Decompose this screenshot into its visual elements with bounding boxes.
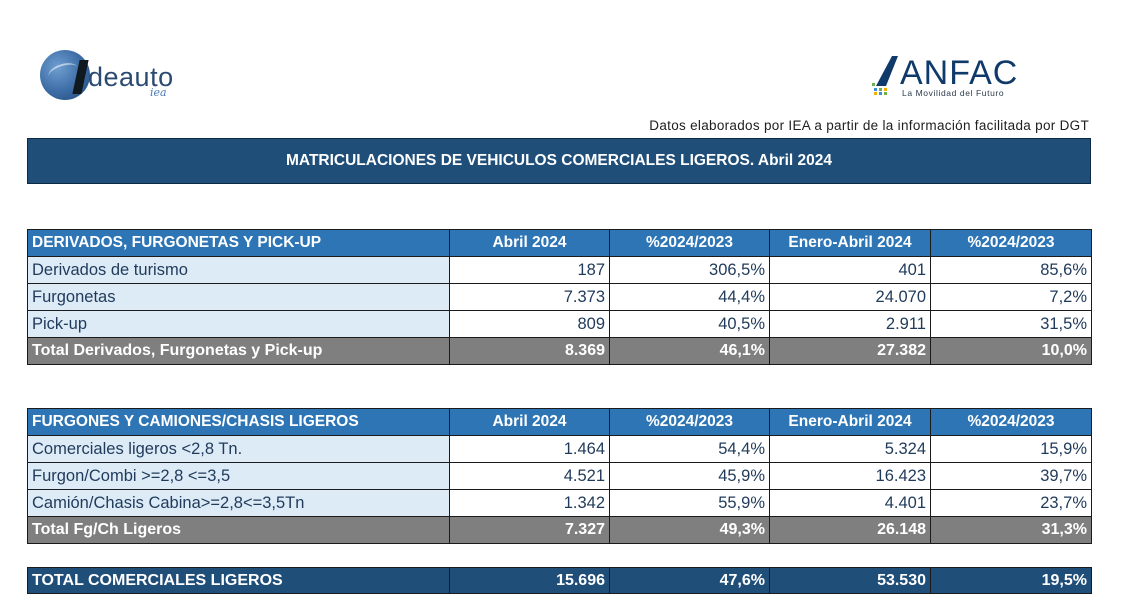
table-cell: 306,5% [609, 256, 770, 284]
page-title: MATRICULACIONES DE VEHICULOS COMERCIALES… [27, 138, 1091, 184]
table-row: Comerciales ligeros <2,8 Tn. 1.464 54,4%… [27, 435, 1092, 463]
table-row: Pick-up 809 40,5% 2.911 31,5% [27, 310, 1092, 338]
anfac-mark-icon [872, 56, 898, 95]
ideauto-logo-word: deauto [88, 62, 174, 92]
table-cell: 39,7% [930, 462, 1092, 490]
column-header: %2024/2023 [930, 229, 1092, 257]
table-cell: 7.373 [449, 283, 610, 311]
table-row: Derivados de turismo 187 306,5% 401 85,6… [27, 256, 1092, 284]
table-cell: 15,9% [930, 435, 1092, 463]
grand-total-cell: 53.530 [769, 567, 931, 594]
grand-total-row: TOTAL COMERCIALES LIGEROS 15.696 47,6% 5… [27, 567, 1092, 594]
total-row: Total Fg/Ch Ligeros 7.327 49,3% 26.148 3… [27, 516, 1092, 544]
row-label: Camión/Chasis Cabina>=2,8<=3,5Tn [27, 489, 450, 517]
column-header: Abril 2024 [449, 408, 610, 436]
table-cell: 16.423 [769, 462, 931, 490]
total-cell: 27.382 [769, 337, 931, 365]
table-cell: 5.324 [769, 435, 931, 463]
total-cell: 49,3% [609, 516, 770, 544]
column-header: %2024/2023 [930, 408, 1092, 436]
anfac-logo-word: ANFAC [900, 54, 1019, 92]
table-cell: 24.070 [769, 283, 931, 311]
table-cell: 44,4% [609, 283, 770, 311]
grand-total-label: TOTAL COMERCIALES LIGEROS [27, 567, 450, 594]
table-row: Furgon/Combi >=2,8 <=3,5 4.521 45,9% 16.… [27, 462, 1092, 490]
total-cell: 31,3% [930, 516, 1092, 544]
column-header: %2024/2023 [609, 229, 770, 257]
grand-total-cell: 47,6% [609, 567, 770, 594]
table-header-row: DERIVADOS, FURGONETAS Y PICK-UP Abril 20… [27, 229, 1092, 257]
column-header: DERIVADOS, FURGONETAS Y PICK-UP [27, 229, 450, 257]
table-cell: 2.911 [769, 310, 931, 338]
table-cell: 4.401 [769, 489, 931, 517]
column-header: %2024/2023 [609, 408, 770, 436]
table-cell: 85,6% [930, 256, 1092, 284]
table-cell: 23,7% [930, 489, 1092, 517]
table-cell: 54,4% [609, 435, 770, 463]
grand-total-cell: 15.696 [449, 567, 610, 594]
table-cell: 4.521 [449, 462, 610, 490]
column-header: Enero-Abril 2024 [769, 408, 931, 436]
column-header: Abril 2024 [449, 229, 610, 257]
table-row: Camión/Chasis Cabina>=2,8<=3,5Tn 1.342 5… [27, 489, 1092, 517]
table-derivados: DERIVADOS, FURGONETAS Y PICK-UP Abril 20… [27, 229, 1092, 365]
table-cell: 31,5% [930, 310, 1092, 338]
table-cell: 7,2% [930, 283, 1092, 311]
table-cell: 187 [449, 256, 610, 284]
table-row: Furgonetas 7.373 44,4% 24.070 7,2% [27, 283, 1092, 311]
total-cell: 10,0% [930, 337, 1092, 365]
row-label: Furgon/Combi >=2,8 <=3,5 [27, 462, 450, 490]
row-label: Derivados de turismo [27, 256, 450, 284]
table-cell: 55,9% [609, 489, 770, 517]
total-cell: 26.148 [769, 516, 931, 544]
table-cell: 1.342 [449, 489, 610, 517]
anfac-logo: ANFAC La Movilidad del Futuro [872, 48, 1047, 104]
table-cell: 45,9% [609, 462, 770, 490]
source-note: Datos elaborados por IEA a partir de la … [649, 118, 1089, 133]
column-header: FURGONES Y CAMIONES/CHASIS LIGEROS [27, 408, 450, 436]
total-cell: 46,1% [609, 337, 770, 365]
table-cell: 401 [769, 256, 931, 284]
column-header: Enero-Abril 2024 [769, 229, 931, 257]
table-header-row: FURGONES Y CAMIONES/CHASIS LIGEROS Abril… [27, 408, 1092, 436]
table-cell: 1.464 [449, 435, 610, 463]
row-label: Furgonetas [27, 283, 450, 311]
grand-total-cell: 19,5% [930, 567, 1092, 594]
table-cell: 40,5% [609, 310, 770, 338]
ideauto-logo: deauto iea [40, 48, 210, 104]
total-row: Total Derivados, Furgonetas y Pick-up 8.… [27, 337, 1092, 365]
total-cell: 7.327 [449, 516, 610, 544]
anfac-logo-tag: La Movilidad del Futuro [902, 88, 1005, 98]
table-furgones: FURGONES Y CAMIONES/CHASIS LIGEROS Abril… [27, 408, 1092, 544]
row-label: Pick-up [27, 310, 450, 338]
table-grand-total: TOTAL COMERCIALES LIGEROS 15.696 47,6% 5… [27, 567, 1092, 594]
total-label: Total Fg/Ch Ligeros [27, 516, 450, 544]
table-cell: 809 [449, 310, 610, 338]
total-label: Total Derivados, Furgonetas y Pick-up [27, 337, 450, 365]
total-cell: 8.369 [449, 337, 610, 365]
row-label: Comerciales ligeros <2,8 Tn. [27, 435, 450, 463]
ideauto-logo-sub: iea [150, 86, 167, 99]
